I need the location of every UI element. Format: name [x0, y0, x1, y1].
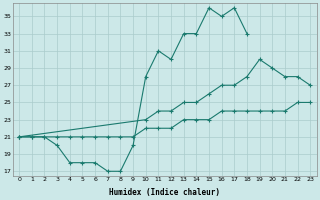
X-axis label: Humidex (Indice chaleur): Humidex (Indice chaleur) [109, 188, 220, 197]
